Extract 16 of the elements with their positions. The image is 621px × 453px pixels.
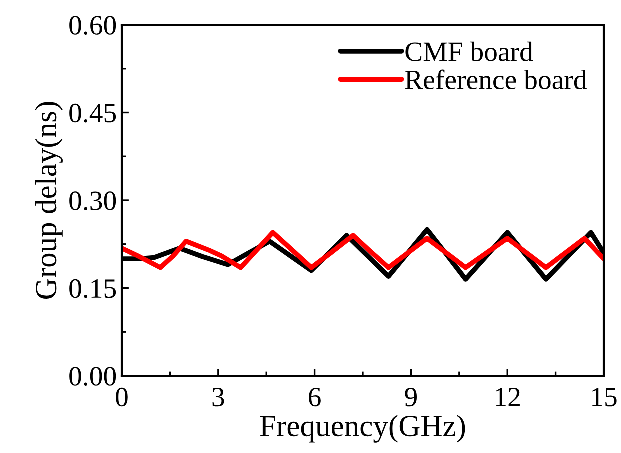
legend-label: CMF board <box>406 42 534 62</box>
x-tick-label: 3 <box>212 388 224 407</box>
x-tick-label: 15 <box>592 388 617 407</box>
line-series <box>122 230 604 270</box>
x-tick-label: 6 <box>309 388 321 407</box>
x-tick-label: 9 <box>405 388 418 407</box>
legend-label: Reference board <box>405 70 587 90</box>
y-tick-label: 0.60 <box>70 16 116 36</box>
x-tick-label: 12 <box>496 388 520 406</box>
y-axis-title: Group delay(ns) <box>35 102 63 299</box>
y-tick-label: 0.30 <box>70 192 116 211</box>
y-tick-label: 0.15 <box>70 279 116 298</box>
x-tick-label: 0 <box>116 388 128 407</box>
y-tick-label: 0.00 <box>70 367 116 386</box>
y-tick-label: 0.45 <box>70 104 116 123</box>
x-axis-title: Frequency(GHz) <box>260 415 466 443</box>
